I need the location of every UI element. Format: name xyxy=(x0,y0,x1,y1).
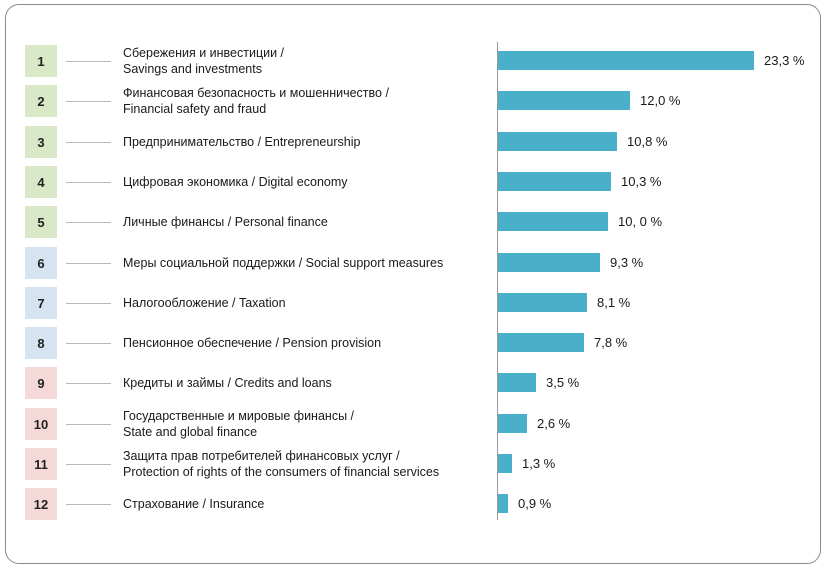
leader-line xyxy=(66,61,111,62)
bar-value-label: 2,6 % xyxy=(537,416,571,431)
bar xyxy=(498,414,527,433)
category-label: Кредиты и займы / Credits and loans xyxy=(123,366,495,400)
rank-badge: 6 xyxy=(25,247,57,279)
bar xyxy=(498,293,587,312)
category-label: Страхование / Insurance xyxy=(123,487,495,521)
bar-value-label: 10,3 % xyxy=(621,174,662,189)
rank-badge: 1 xyxy=(25,45,57,77)
bar xyxy=(498,454,512,473)
leader-line xyxy=(66,182,111,183)
rank-badge: 9 xyxy=(25,367,57,399)
rank-badge: 12 xyxy=(25,488,57,520)
category-label-line: Налогообложение / Taxation xyxy=(123,296,286,310)
bar-value-label: 10, 0 % xyxy=(618,214,663,229)
rank-badge: 8 xyxy=(25,327,57,359)
leader-line xyxy=(66,464,111,465)
category-label: Личные финансы / Personal finance xyxy=(123,205,495,239)
bar xyxy=(498,373,536,392)
bar-value-label: 1,3 % xyxy=(522,456,556,471)
rank-badge: 11 xyxy=(25,448,57,480)
category-label: Сбережения и инвестиции / Savings and inv… xyxy=(123,44,495,78)
category-label: Защита прав потребителей финансовых услу… xyxy=(123,447,495,481)
category-label-line: Личные финансы / Personal finance xyxy=(123,215,328,229)
rank-badge: 2 xyxy=(25,85,57,117)
bar-value-label: 8,1 % xyxy=(597,295,631,310)
rank-badge: 7 xyxy=(25,287,57,319)
category-label-line: Предпринимательство / Entrepreneurship xyxy=(123,135,361,149)
category-label: Цифровая экономика / Digital economy xyxy=(123,165,495,199)
leader-line xyxy=(66,142,111,143)
category-label: Меры социальной поддержки / Social suppo… xyxy=(123,246,495,280)
bar xyxy=(498,91,630,110)
category-label-line: Пенсионное обеспечение / Pension provisi… xyxy=(123,336,382,350)
category-label-line: Financial safety and fraud xyxy=(123,102,267,116)
category-label-line: Protection of rights of the consumers of… xyxy=(123,465,440,479)
category-label-line: Государственные и мировые финансы / xyxy=(123,409,354,423)
category-label-line: Меры социальной поддержки / Social suppo… xyxy=(123,256,444,270)
leader-line xyxy=(66,424,111,425)
category-label: Финансовая безопасность и мошенничество … xyxy=(123,84,495,118)
leader-line xyxy=(66,383,111,384)
rank-badge: 10 xyxy=(25,408,57,440)
leader-line xyxy=(66,343,111,344)
leader-line xyxy=(66,504,111,505)
bar-value-label: 7,8 % xyxy=(594,335,628,350)
bar xyxy=(498,132,617,151)
category-axis-line xyxy=(497,42,498,520)
bar xyxy=(498,172,611,191)
category-label-line: Кредиты и займы / Credits and loans xyxy=(123,376,332,390)
category-label: Государственные и мировые финансы / State… xyxy=(123,407,495,441)
bar-value-label: 3,5 % xyxy=(546,375,580,390)
bar xyxy=(498,333,584,352)
rank-badge: 5 xyxy=(25,206,57,238)
leader-line xyxy=(66,222,111,223)
leader-line xyxy=(66,101,111,102)
category-label-line: Страхование / Insurance xyxy=(123,497,265,511)
category-label-line: Сбережения и инвестиции / xyxy=(123,46,285,60)
bar xyxy=(498,212,608,231)
bar-value-label: 9,3 % xyxy=(610,255,644,270)
category-label-line: Защита прав потребителей финансовых услу… xyxy=(123,449,400,463)
bar xyxy=(498,494,508,513)
chart-frame xyxy=(5,4,821,564)
category-label-line: Финансовая безопасность и мошенничество … xyxy=(123,86,389,100)
leader-line xyxy=(66,263,111,264)
bar-value-label: 10,8 % xyxy=(627,134,668,149)
leader-line xyxy=(66,303,111,304)
bar-value-label: 23,3 % xyxy=(764,53,805,68)
bar xyxy=(498,51,754,70)
category-label-line: State and global finance xyxy=(123,425,258,439)
category-label: Налогообложение / Taxation xyxy=(123,286,495,320)
category-label: Предпринимательство / Entrepreneurship xyxy=(123,125,495,159)
category-label-line: Savings and investments xyxy=(123,62,262,76)
rank-badge: 4 xyxy=(25,166,57,198)
rank-badge: 3 xyxy=(25,126,57,158)
bar-value-label: 0,9 % xyxy=(518,496,552,511)
category-label: Пенсионное обеспечение / Pension provisi… xyxy=(123,326,495,360)
bar xyxy=(498,253,600,272)
category-label-line: Цифровая экономика / Digital economy xyxy=(123,175,348,189)
bar-value-label: 12,0 % xyxy=(640,93,681,108)
